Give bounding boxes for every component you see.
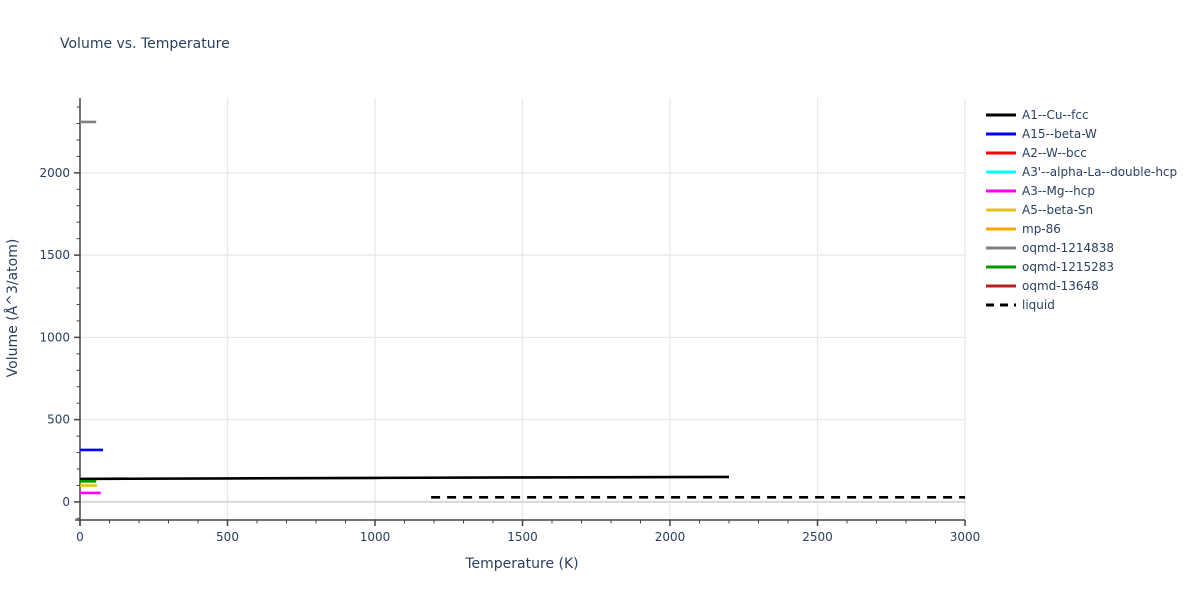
legend-item-oqmd-13648[interactable]: oqmd-13648 bbox=[986, 276, 1177, 295]
legend-label: A15--beta-W bbox=[1022, 126, 1097, 141]
legend-item-A15--beta-W[interactable]: A15--beta-W bbox=[986, 124, 1177, 143]
y-tick-label: 500 bbox=[47, 413, 70, 427]
x-tick-label: 500 bbox=[216, 530, 239, 544]
x-tick-label: 0 bbox=[76, 530, 84, 544]
x-tick-label: 1500 bbox=[507, 530, 538, 544]
x-tick-label: 2500 bbox=[802, 530, 833, 544]
y-tick-label: 1000 bbox=[39, 330, 70, 344]
legend-item-mp-86[interactable]: mp-86 bbox=[986, 219, 1177, 238]
legend-label: A5--beta-Sn bbox=[1022, 202, 1094, 217]
series-line-A1--Cu--fcc bbox=[79, 475, 730, 481]
legend-label: oqmd-13648 bbox=[1022, 278, 1099, 293]
legend-line-sample bbox=[986, 284, 1016, 287]
legend-item-A3'--alpha-La--double-hcp[interactable]: A3'--alpha-La--double-hcp bbox=[986, 162, 1177, 181]
legend-line-sample bbox=[986, 246, 1016, 249]
legend-item-oqmd-1215283[interactable]: oqmd-1215283 bbox=[986, 257, 1177, 276]
x-tick-label: 2000 bbox=[655, 530, 686, 544]
legend-line-sample bbox=[986, 303, 1016, 306]
legend-line-sample bbox=[986, 170, 1016, 173]
legend-label: liquid bbox=[1022, 297, 1055, 312]
legend-label: A3--Mg--hcp bbox=[1022, 183, 1095, 198]
legend-label: mp-86 bbox=[1022, 221, 1061, 236]
y-tick-label: 2000 bbox=[39, 166, 70, 180]
legend-line-sample bbox=[986, 113, 1016, 116]
x-axis-label: Temperature (K) bbox=[465, 556, 579, 572]
legend-label: oqmd-1214838 bbox=[1022, 240, 1115, 255]
legend-line-sample bbox=[986, 189, 1016, 192]
y-tick-label: 0 bbox=[62, 495, 70, 509]
legend-line-sample bbox=[986, 132, 1016, 135]
legend-item-liquid[interactable]: liquid bbox=[986, 295, 1177, 314]
legend-item-oqmd-1214838[interactable]: oqmd-1214838 bbox=[986, 238, 1177, 257]
legend-item-A2--W--bcc[interactable]: A2--W--bcc bbox=[986, 143, 1177, 162]
legend-line-sample bbox=[986, 227, 1016, 230]
legend-line-sample bbox=[986, 265, 1016, 268]
legend-line-sample bbox=[986, 151, 1016, 154]
chart-title: Volume vs. Temperature bbox=[60, 36, 230, 52]
legend-label: oqmd-1215283 bbox=[1022, 259, 1115, 274]
y-axis-label: Volume (Å^3/atom) bbox=[5, 238, 21, 378]
legend-item-A3--Mg--hcp[interactable]: A3--Mg--hcp bbox=[986, 181, 1177, 200]
x-tick-label: 3000 bbox=[950, 530, 981, 544]
legend-label: A1--Cu--fcc bbox=[1022, 107, 1089, 122]
legend: A1--Cu--fcc A15--beta-W A2--W--bcc A3'--alp… bbox=[986, 105, 1177, 314]
legend-item-A1--Cu--fcc[interactable]: A1--Cu--fcc bbox=[986, 105, 1177, 124]
x-tick-label: 1000 bbox=[360, 530, 391, 544]
legend-label: A2--W--bcc bbox=[1022, 145, 1087, 160]
legend-line-sample bbox=[986, 208, 1016, 211]
y-tick-label: 1500 bbox=[39, 248, 70, 262]
legend-item-A5--beta-Sn[interactable]: A5--beta-Sn bbox=[986, 200, 1177, 219]
legend-label: A3'--alpha-La--double-hcp bbox=[1022, 164, 1178, 179]
